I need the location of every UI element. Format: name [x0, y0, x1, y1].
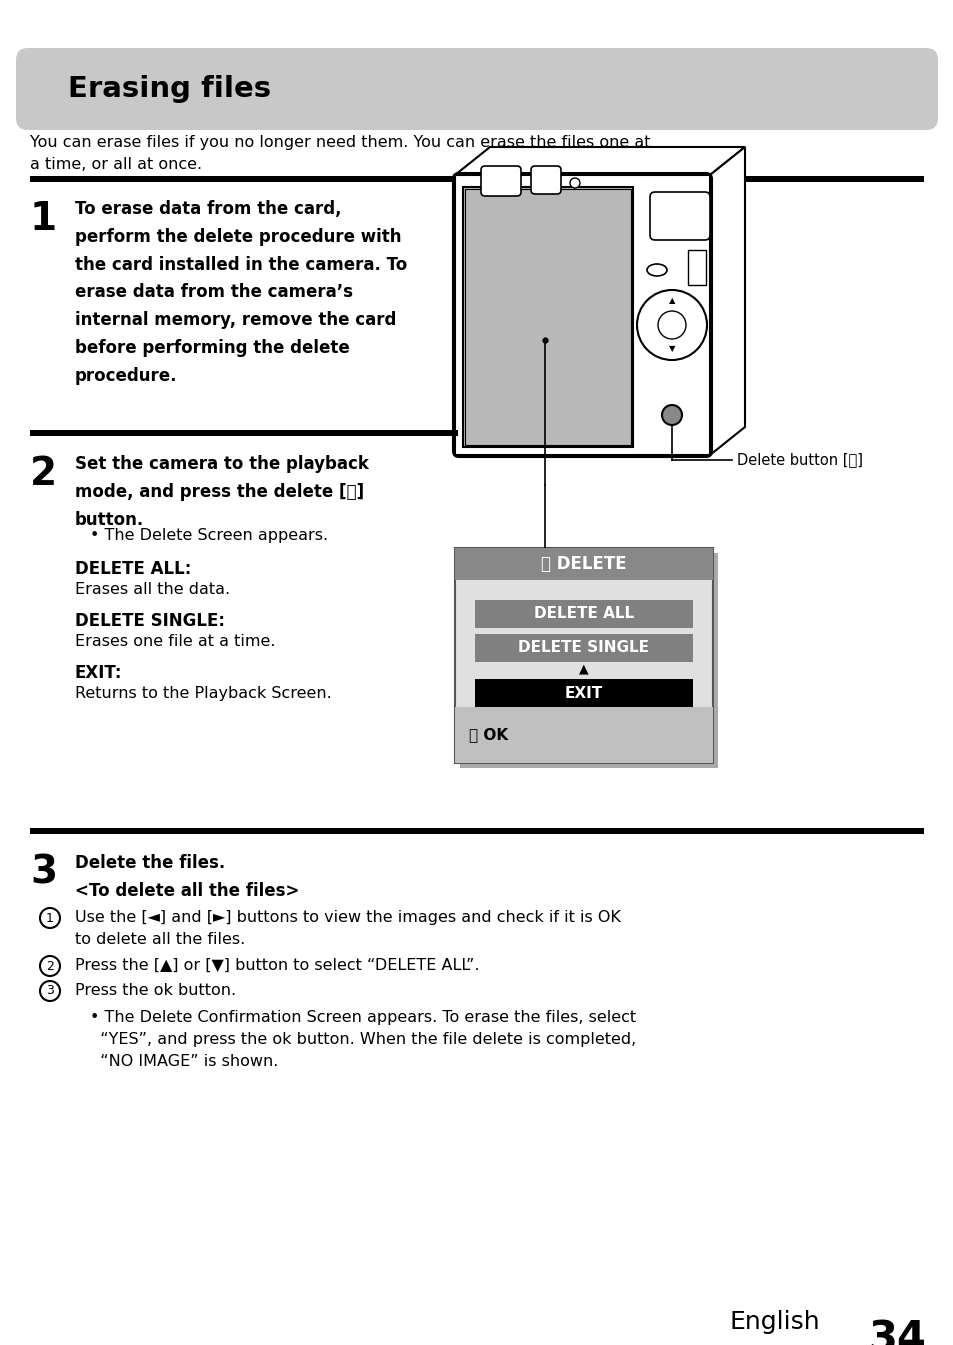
FancyBboxPatch shape	[480, 165, 520, 196]
Circle shape	[40, 908, 60, 928]
Text: “YES”, and press the ok button. When the file delete is completed,: “YES”, and press the ok button. When the…	[90, 1032, 636, 1046]
Text: EXIT:: EXIT:	[75, 664, 122, 682]
Bar	[475, 600, 692, 628]
Bar	[455, 547, 712, 763]
Text: Erasing files: Erasing files	[68, 75, 271, 104]
Text: to delete all the files.: to delete all the files.	[75, 932, 245, 947]
Bar	[455, 707, 712, 763]
Bar	[464, 190, 630, 445]
Text: ⓔ DELETE: ⓔ DELETE	[540, 555, 626, 573]
Bar	[462, 187, 633, 447]
Text: 34: 34	[867, 1318, 925, 1345]
Bar	[30, 176, 923, 182]
Bar	[30, 829, 923, 834]
Text: DELETE ALL: DELETE ALL	[534, 607, 634, 621]
Text: Returns to the Playback Screen.: Returns to the Playback Screen.	[75, 686, 332, 701]
Text: Erases all the data.: Erases all the data.	[75, 582, 230, 597]
Text: 1: 1	[46, 912, 54, 924]
Text: • The Delete Confirmation Screen appears. To erase the files, select: • The Delete Confirmation Screen appears…	[90, 1010, 636, 1025]
Text: EXIT: EXIT	[564, 686, 602, 701]
Text: You can erase files if you no longer need them. You can erase the files one at
a: You can erase files if you no longer nee…	[30, 134, 650, 172]
Text: Use the [◄] and [►] buttons to view the images and check if it is OK: Use the [◄] and [►] buttons to view the …	[75, 911, 620, 925]
Text: ⓞ OK: ⓞ OK	[469, 728, 508, 742]
Text: Delete the files.: Delete the files.	[75, 854, 225, 872]
Polygon shape	[709, 147, 744, 455]
Text: • The Delete Screen appears.: • The Delete Screen appears.	[90, 529, 328, 543]
Text: 2: 2	[30, 455, 57, 494]
Circle shape	[658, 311, 685, 339]
Text: <To delete all the files>: <To delete all the files>	[75, 882, 299, 900]
FancyBboxPatch shape	[531, 165, 560, 194]
Text: DELETE SINGLE:: DELETE SINGLE:	[75, 612, 225, 629]
Bar	[30, 430, 457, 436]
Text: ▲: ▲	[578, 663, 588, 675]
Bar	[475, 679, 692, 707]
Text: DELETE ALL:: DELETE ALL:	[75, 560, 192, 578]
Ellipse shape	[646, 264, 666, 276]
Text: Set the camera to the playback
mode, and press the delete [ⓔ]
button.: Set the camera to the playback mode, and…	[75, 455, 369, 529]
Text: Delete button [ⓔ]: Delete button [ⓔ]	[737, 452, 862, 468]
Text: English: English	[729, 1310, 820, 1334]
Polygon shape	[455, 147, 744, 175]
Text: 3: 3	[30, 854, 57, 892]
Text: “NO IMAGE” is shown.: “NO IMAGE” is shown.	[90, 1054, 278, 1069]
FancyBboxPatch shape	[16, 48, 937, 130]
Text: Press the [▲] or [▼] button to select “DELETE ALL”.: Press the [▲] or [▼] button to select “D…	[75, 958, 479, 972]
Circle shape	[661, 405, 681, 425]
Text: DELETE SINGLE: DELETE SINGLE	[518, 640, 649, 655]
Text: 1: 1	[30, 200, 57, 238]
Text: 2: 2	[46, 959, 54, 972]
Circle shape	[569, 178, 579, 188]
Text: To erase data from the card,
perform the delete procedure with
the card installe: To erase data from the card, perform the…	[75, 200, 407, 385]
Circle shape	[637, 291, 706, 360]
Text: ▼: ▼	[668, 344, 675, 354]
Bar	[687, 250, 705, 285]
Circle shape	[40, 981, 60, 1001]
Text: ▲: ▲	[668, 296, 675, 305]
Circle shape	[40, 956, 60, 976]
Bar	[475, 633, 692, 662]
Bar	[455, 175, 709, 455]
Text: Erases one file at a time.: Erases one file at a time.	[75, 633, 275, 650]
FancyBboxPatch shape	[649, 192, 709, 239]
Bar	[455, 547, 712, 580]
Text: 3: 3	[46, 985, 54, 998]
Text: Press the ok button.: Press the ok button.	[75, 983, 236, 998]
Bar	[459, 553, 718, 768]
